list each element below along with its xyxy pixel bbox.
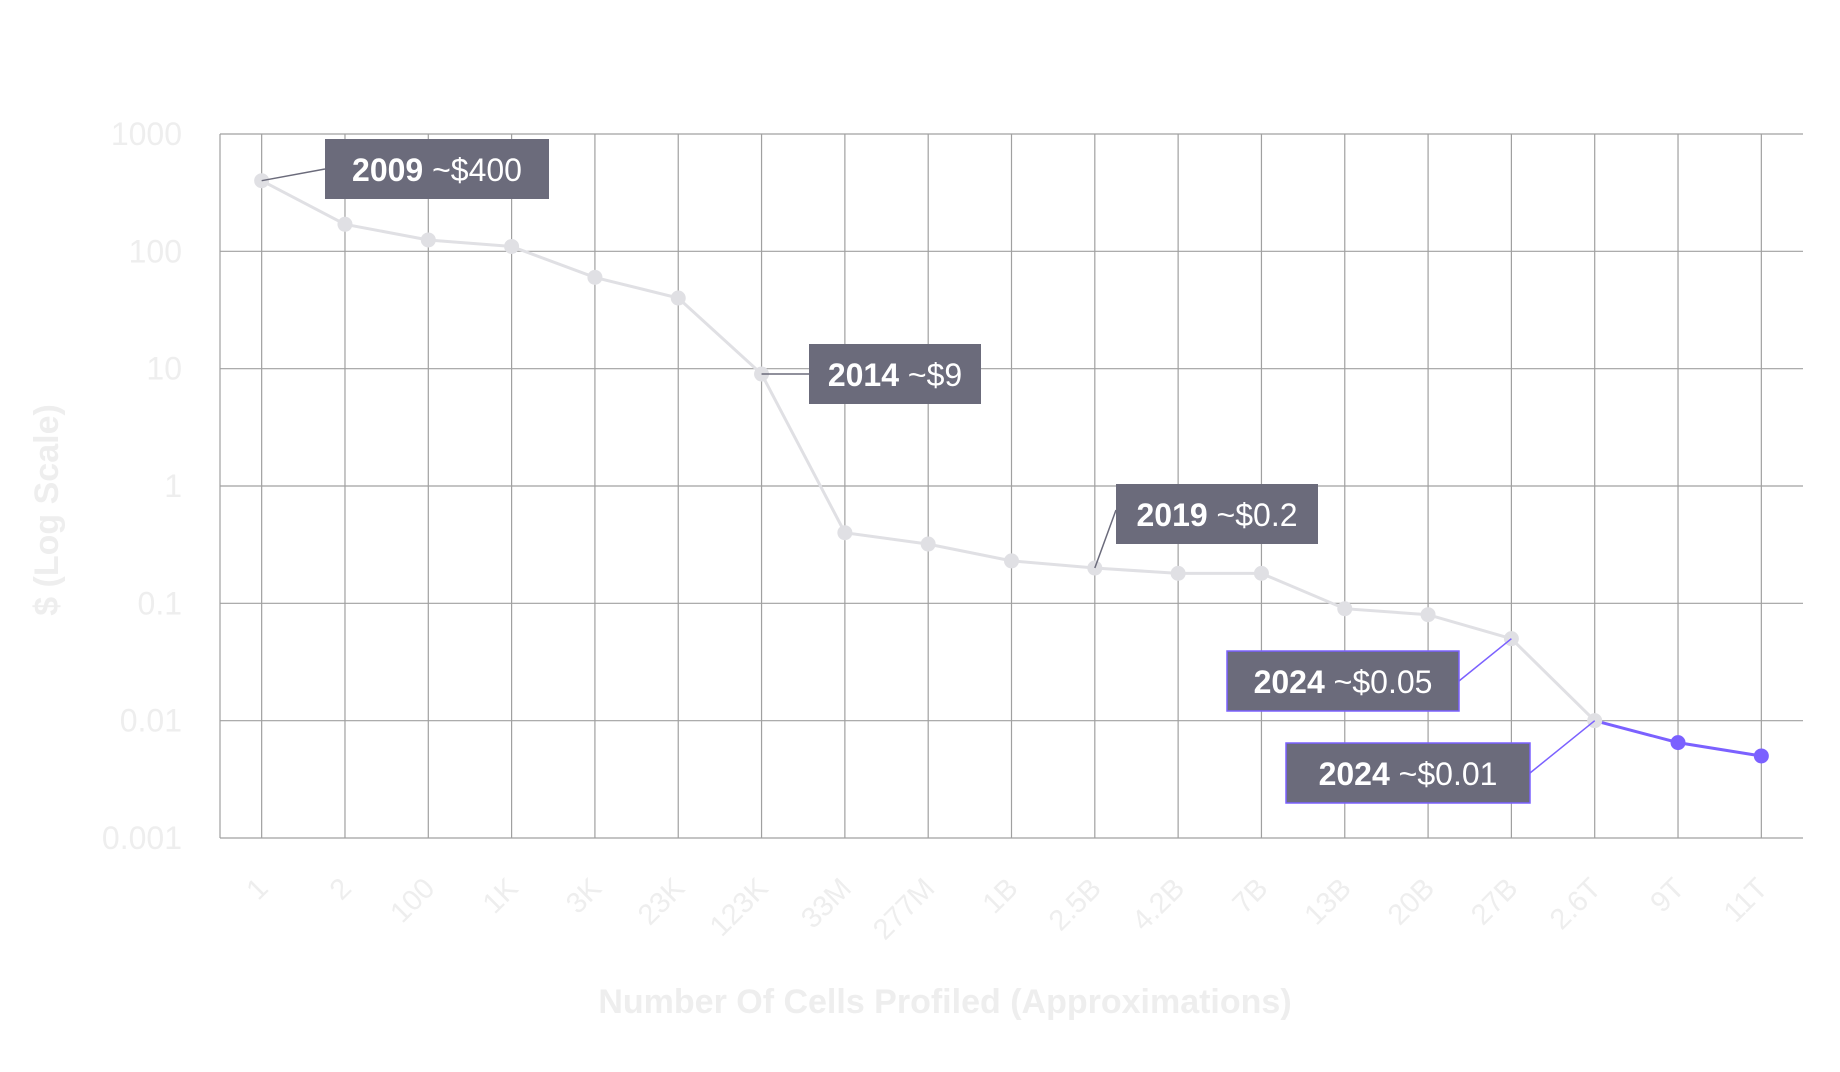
x-tick-label: 100	[384, 872, 441, 929]
data-point	[671, 291, 686, 306]
data-point	[1421, 607, 1436, 622]
x-tick-label: 1K	[477, 872, 525, 920]
callout-label: 2019 ~$0.2	[1136, 497, 1297, 533]
data-point	[421, 232, 436, 247]
x-tick-label: 11T	[1718, 872, 1775, 929]
data-point	[1337, 601, 1352, 616]
x-tick-label: 7B	[1227, 872, 1275, 920]
x-tick-label: 277M	[867, 872, 941, 946]
y-tick-label: 1	[164, 468, 182, 504]
callout-year: 2024	[1319, 756, 1399, 792]
data-point	[504, 239, 519, 254]
data-point	[337, 217, 352, 232]
y-tick-label: 1000	[111, 116, 182, 152]
data-point	[1004, 553, 1019, 568]
callout-label: 2009 ~$400	[352, 152, 522, 188]
x-tick-label: 4.2B	[1126, 872, 1191, 937]
data-point	[1671, 735, 1686, 750]
x-tick-label: 13B	[1299, 872, 1358, 931]
y-tick-label: 100	[129, 233, 182, 269]
x-tick-label: 27B	[1465, 872, 1524, 931]
callout-year: 2024	[1254, 664, 1334, 700]
data-point	[1171, 566, 1186, 581]
x-tick-label: 2.5B	[1043, 872, 1108, 937]
data-point	[1754, 748, 1769, 763]
callout-year: 2019	[1136, 497, 1216, 533]
callout-leader	[1530, 721, 1595, 773]
y-tick-label: 0.001	[102, 820, 182, 856]
x-axis-title: Number Of Cells Profiled (Approximations…	[598, 983, 1291, 1021]
x-tick-label: 2	[324, 872, 358, 906]
grid-layer	[220, 134, 1803, 838]
data-point	[837, 525, 852, 540]
data-point	[1254, 566, 1269, 581]
x-tick-label: 2.6T	[1544, 872, 1608, 936]
callout-leader	[262, 169, 325, 181]
callout-year: 2009	[352, 152, 432, 188]
x-tick-label: 23K	[632, 872, 692, 932]
y-axis-title: $ (Log Scale)	[28, 404, 66, 616]
y-tick-label: 10	[146, 351, 182, 387]
x-tick-label: 33M	[795, 872, 858, 935]
x-tick-label: 9T	[1644, 872, 1691, 919]
callout-leader	[1095, 510, 1116, 568]
y-tick-label: 0.1	[138, 585, 182, 621]
x-tick-label: 1B	[977, 872, 1025, 920]
y-tick-label: 0.01	[120, 703, 182, 739]
x-tick-label: 123K	[704, 872, 775, 943]
x-tick-label: 1	[241, 872, 275, 906]
callout-value: ~$0.01	[1399, 756, 1498, 792]
callout-label: 2014 ~$9	[828, 357, 962, 393]
callout-year: 2014	[828, 357, 908, 393]
callout-label: 2024 ~$0.01	[1319, 756, 1498, 792]
callout-value: ~$400	[432, 152, 522, 188]
callout-value: ~$9	[908, 357, 962, 393]
callout-value: ~$0.2	[1217, 497, 1298, 533]
callout-label: 2024 ~$0.05	[1254, 664, 1433, 700]
callout-leader	[1459, 639, 1511, 681]
data-point	[921, 537, 936, 552]
data-point	[587, 270, 602, 285]
x-tick-label: 3K	[560, 872, 608, 920]
callout-value: ~$0.05	[1334, 664, 1433, 700]
x-tick-label: 20B	[1382, 872, 1441, 931]
